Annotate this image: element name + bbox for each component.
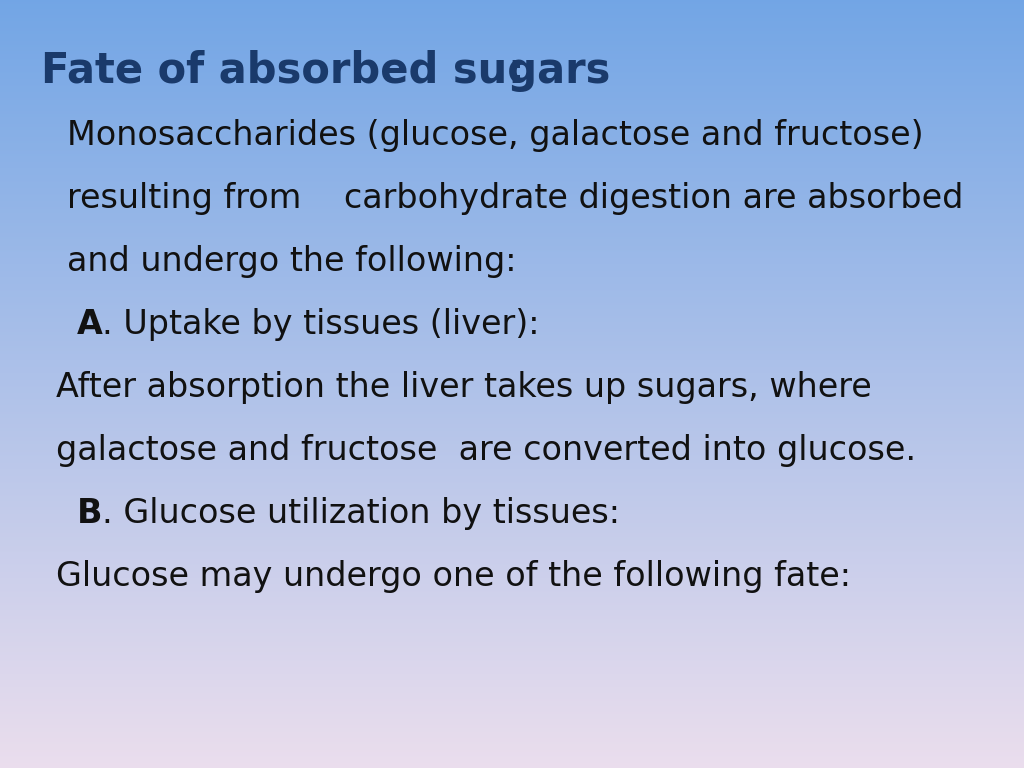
Text: . Uptake by tissues (liver):: . Uptake by tissues (liver):: [102, 308, 540, 341]
Text: . Glucose utilization by tissues:: . Glucose utilization by tissues:: [102, 497, 621, 530]
Text: After absorption the liver takes up sugars, where: After absorption the liver takes up suga…: [56, 371, 872, 404]
Text: and undergo the following:: and undergo the following:: [67, 245, 516, 278]
Text: A: A: [77, 308, 102, 341]
Text: :: :: [507, 50, 523, 92]
Text: Fate of absorbed sugars: Fate of absorbed sugars: [41, 50, 610, 92]
Text: Glucose may undergo one of the following fate:: Glucose may undergo one of the following…: [56, 560, 851, 593]
Text: resulting from    carbohydrate digestion are absorbed: resulting from carbohydrate digestion ar…: [67, 182, 963, 215]
Text: galactose and fructose  are converted into glucose.: galactose and fructose are converted int…: [56, 434, 916, 467]
Text: B: B: [77, 497, 102, 530]
Text: Monosaccharides (glucose, galactose and fructose): Monosaccharides (glucose, galactose and …: [67, 119, 924, 152]
